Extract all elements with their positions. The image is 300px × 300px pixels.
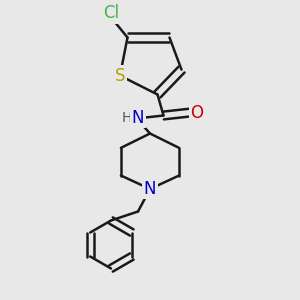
Text: N: N xyxy=(144,180,156,198)
Text: S: S xyxy=(115,67,125,85)
Text: Cl: Cl xyxy=(103,4,119,22)
Text: O: O xyxy=(190,103,204,122)
Text: H: H xyxy=(122,111,132,124)
Text: N: N xyxy=(132,109,144,127)
